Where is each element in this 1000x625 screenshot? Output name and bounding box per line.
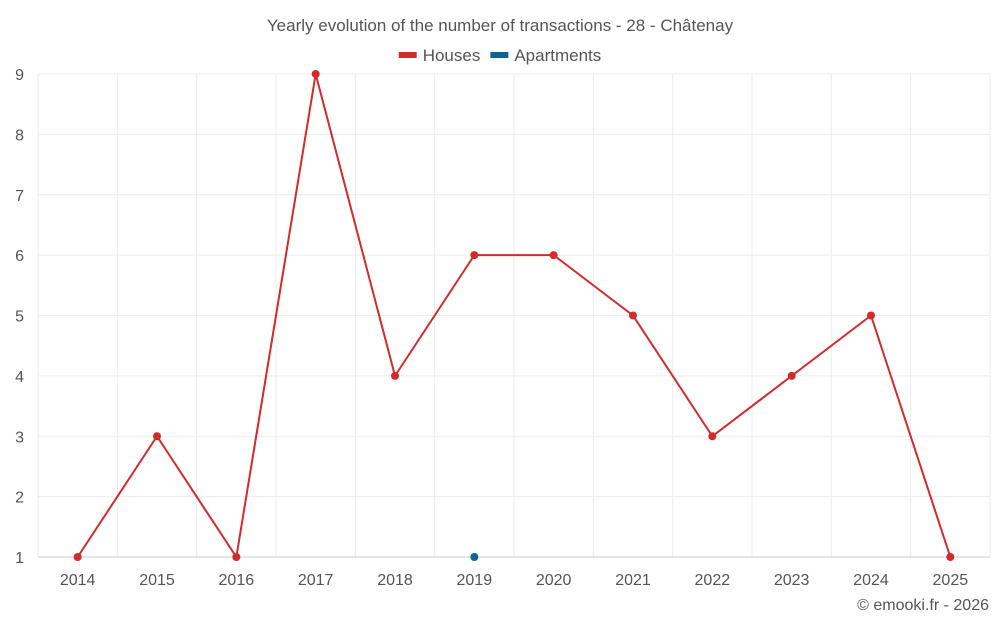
y-tick-label: 5 — [15, 309, 24, 326]
y-tick-label: 8 — [15, 127, 24, 144]
data-point[interactable] — [391, 371, 399, 380]
y-tick-label: 1 — [15, 550, 24, 567]
legend-label[interactable]: Houses — [423, 46, 481, 65]
y-tick-label: 3 — [15, 429, 24, 446]
x-tick-label: 2018 — [377, 572, 413, 589]
data-point[interactable] — [470, 251, 479, 260]
y-tick-label: 9 — [15, 67, 24, 84]
legend-label[interactable]: Apartments — [514, 46, 601, 65]
data-point[interactable] — [549, 251, 558, 260]
x-tick-label: 2021 — [615, 572, 651, 589]
x-tick-label: 2023 — [774, 572, 810, 589]
x-tick-label: 2022 — [695, 572, 731, 589]
series-houses — [73, 70, 955, 561]
series-layer — [73, 70, 955, 561]
data-point[interactable] — [73, 553, 82, 561]
data-point[interactable] — [787, 371, 796, 380]
chart-title: Yearly evolution of the number of transa… — [267, 16, 734, 35]
y-tick-label: 6 — [15, 248, 24, 265]
axes: 1 2 3 4 5 6 7 8 9 2014 2015 2016 2017 2018 2019 2020 202… — [15, 67, 990, 589]
data-point[interactable] — [629, 311, 637, 320]
y-tick-label: 7 — [15, 188, 24, 205]
legend-swatch — [490, 52, 509, 58]
x-tick-label: 2016 — [219, 572, 255, 589]
data-point[interactable] — [153, 432, 161, 441]
x-tick-label: 2014 — [60, 572, 96, 589]
data-point[interactable] — [708, 432, 717, 441]
series-apartments — [470, 553, 479, 561]
x-tick-label: 2017 — [298, 572, 334, 589]
data-point[interactable] — [946, 553, 955, 561]
data-point[interactable] — [470, 553, 479, 561]
x-tick-label: 2020 — [536, 572, 572, 589]
y-tick-label: 4 — [15, 369, 24, 386]
data-point[interactable] — [311, 70, 320, 78]
data-point[interactable] — [232, 553, 241, 561]
credit-text: © emooki.fr - 2026 — [857, 597, 989, 614]
y-tick-label: 2 — [15, 490, 24, 507]
x-tick-label: 2025 — [933, 572, 969, 589]
grid — [37, 73, 991, 557]
x-tick-label: 2019 — [457, 572, 493, 589]
legend: Houses Apartments — [398, 46, 601, 65]
series-line-houses — [76, 73, 952, 558]
x-tick-label: 2024 — [853, 572, 889, 589]
x-tick-label: 2015 — [139, 572, 175, 589]
data-point[interactable] — [867, 311, 875, 320]
legend-swatch — [398, 52, 417, 58]
